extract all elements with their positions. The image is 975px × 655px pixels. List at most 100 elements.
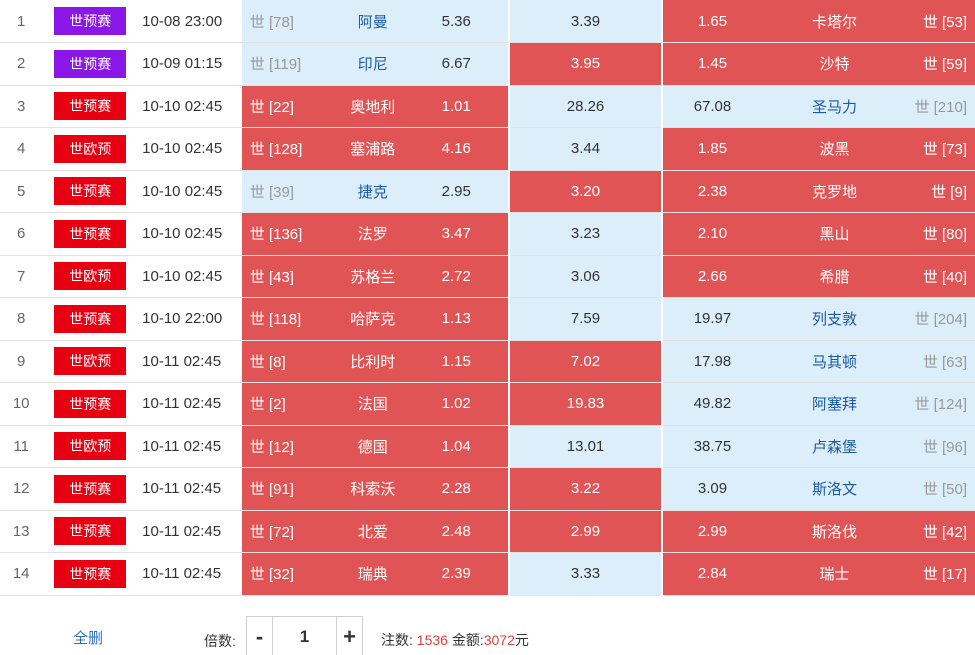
away-win-odd[interactable]: 1.65 <box>661 0 763 43</box>
away-win-odd[interactable]: 2.84 <box>661 552 763 596</box>
away-win-odd[interactable]: 2.38 <box>661 170 763 213</box>
away-team[interactable]: 希腊 <box>762 255 907 298</box>
home-win-odd[interactable]: 2.39 <box>425 552 510 596</box>
home-win-odd[interactable]: 2.72 <box>425 255 510 298</box>
home-win-odd[interactable]: 1.01 <box>425 85 510 128</box>
home-team[interactable]: 北爱 <box>319 510 426 553</box>
draw-odd[interactable]: 3.23 <box>508 212 663 256</box>
away-team[interactable]: 圣马力 <box>762 85 907 128</box>
away-rank[interactable]: 世 [17] <box>906 552 975 596</box>
clear-all-link[interactable]: 全删 <box>73 630 104 647</box>
home-team[interactable]: 法国 <box>319 382 426 426</box>
away-win-odd[interactable]: 19.97 <box>661 297 763 341</box>
home-team[interactable]: 德国 <box>319 425 426 468</box>
away-rank[interactable]: 世 [80] <box>906 212 975 256</box>
draw-odd[interactable]: 3.33 <box>508 552 663 596</box>
away-team[interactable]: 瑞士 <box>762 552 907 596</box>
away-win-odd[interactable]: 2.99 <box>661 510 763 553</box>
draw-odd[interactable]: 7.02 <box>508 340 663 383</box>
home-rank[interactable]: 世 [39] <box>241 170 320 213</box>
home-team[interactable]: 瑞典 <box>319 552 426 596</box>
away-rank[interactable]: 世 [40] <box>906 255 975 298</box>
draw-odd[interactable]: 3.44 <box>508 127 663 171</box>
away-rank[interactable]: 世 [42] <box>906 510 975 553</box>
draw-odd[interactable]: 3.06 <box>508 255 663 298</box>
home-team[interactable]: 阿曼 <box>319 0 426 43</box>
home-rank[interactable]: 世 [12] <box>241 425 320 468</box>
away-team[interactable]: 黑山 <box>762 212 907 256</box>
away-rank[interactable]: 世 [73] <box>906 127 975 171</box>
away-win-odd[interactable]: 1.45 <box>661 42 763 86</box>
home-win-odd[interactable]: 2.28 <box>425 467 510 511</box>
home-win-odd[interactable]: 2.95 <box>425 170 510 213</box>
home-rank[interactable]: 世 [91] <box>241 467 320 511</box>
away-win-odd[interactable]: 67.08 <box>661 85 763 128</box>
home-rank[interactable]: 世 [78] <box>241 0 320 43</box>
home-rank[interactable]: 世 [136] <box>241 212 320 256</box>
away-win-odd[interactable]: 49.82 <box>661 382 763 426</box>
home-team[interactable]: 塞浦路 <box>319 127 426 171</box>
draw-odd[interactable]: 13.01 <box>508 425 663 468</box>
home-win-odd[interactable]: 2.48 <box>425 510 510 553</box>
home-win-odd[interactable]: 1.04 <box>425 425 510 468</box>
away-team[interactable]: 马其顿 <box>762 340 907 383</box>
home-win-odd[interactable]: 6.67 <box>425 42 510 86</box>
away-team[interactable]: 阿塞拜 <box>762 382 907 426</box>
away-team[interactable]: 波黑 <box>762 127 907 171</box>
away-rank[interactable]: 世 [210] <box>906 85 975 128</box>
away-rank[interactable]: 世 [63] <box>906 340 975 383</box>
home-rank[interactable]: 世 [22] <box>241 85 320 128</box>
draw-odd[interactable]: 28.26 <box>508 85 663 128</box>
away-win-odd[interactable]: 38.75 <box>661 425 763 468</box>
away-rank[interactable]: 世 [124] <box>906 382 975 426</box>
away-rank[interactable]: 世 [50] <box>906 467 975 511</box>
home-win-odd[interactable]: 4.16 <box>425 127 510 171</box>
away-win-odd[interactable]: 17.98 <box>661 340 763 383</box>
home-rank[interactable]: 世 [119] <box>241 42 320 86</box>
home-win-odd[interactable]: 1.02 <box>425 382 510 426</box>
away-win-odd[interactable]: 2.66 <box>661 255 763 298</box>
away-rank[interactable]: 世 [59] <box>906 42 975 86</box>
home-rank[interactable]: 世 [32] <box>241 552 320 596</box>
away-rank[interactable]: 世 [9] <box>906 170 975 213</box>
draw-odd[interactable]: 3.95 <box>508 42 663 86</box>
home-team[interactable]: 法罗 <box>319 212 426 256</box>
draw-odd[interactable]: 3.20 <box>508 170 663 213</box>
away-rank[interactable]: 世 [204] <box>906 297 975 341</box>
away-win-odd[interactable]: 1.85 <box>661 127 763 171</box>
home-team[interactable]: 印尼 <box>319 42 426 86</box>
home-team[interactable]: 科索沃 <box>319 467 426 511</box>
home-team[interactable]: 捷克 <box>319 170 426 213</box>
away-team[interactable]: 斯洛文 <box>762 467 907 511</box>
home-win-odd[interactable]: 5.36 <box>425 0 510 43</box>
home-team[interactable]: 奥地利 <box>319 85 426 128</box>
draw-odd[interactable]: 7.59 <box>508 297 663 341</box>
away-team[interactable]: 列支敦 <box>762 297 907 341</box>
away-rank[interactable]: 世 [53] <box>906 0 975 43</box>
minus-button[interactable]: - <box>247 617 273 655</box>
away-win-odd[interactable]: 2.10 <box>661 212 763 256</box>
plus-button[interactable]: + <box>336 617 362 655</box>
home-win-odd[interactable]: 1.15 <box>425 340 510 383</box>
home-rank[interactable]: 世 [128] <box>241 127 320 171</box>
home-rank[interactable]: 世 [72] <box>241 510 320 553</box>
away-team[interactable]: 沙特 <box>762 42 907 86</box>
home-rank[interactable]: 世 [2] <box>241 382 320 426</box>
draw-odd[interactable]: 3.39 <box>508 0 663 43</box>
away-team[interactable]: 斯洛伐 <box>762 510 907 553</box>
home-win-odd[interactable]: 1.13 <box>425 297 510 341</box>
draw-odd[interactable]: 19.83 <box>508 382 663 426</box>
home-rank[interactable]: 世 [118] <box>241 297 320 341</box>
home-rank[interactable]: 世 [8] <box>241 340 320 383</box>
home-team[interactable]: 哈萨克 <box>319 297 426 341</box>
away-team[interactable]: 卡塔尔 <box>762 0 907 43</box>
home-team[interactable]: 比利时 <box>319 340 426 383</box>
home-team[interactable]: 苏格兰 <box>319 255 426 298</box>
away-rank[interactable]: 世 [96] <box>906 425 975 468</box>
home-rank[interactable]: 世 [43] <box>241 255 320 298</box>
draw-odd[interactable]: 2.99 <box>508 510 663 553</box>
away-team[interactable]: 卢森堡 <box>762 425 907 468</box>
draw-odd[interactable]: 3.22 <box>508 467 663 511</box>
away-team[interactable]: 克罗地 <box>762 170 907 213</box>
away-win-odd[interactable]: 3.09 <box>661 467 763 511</box>
